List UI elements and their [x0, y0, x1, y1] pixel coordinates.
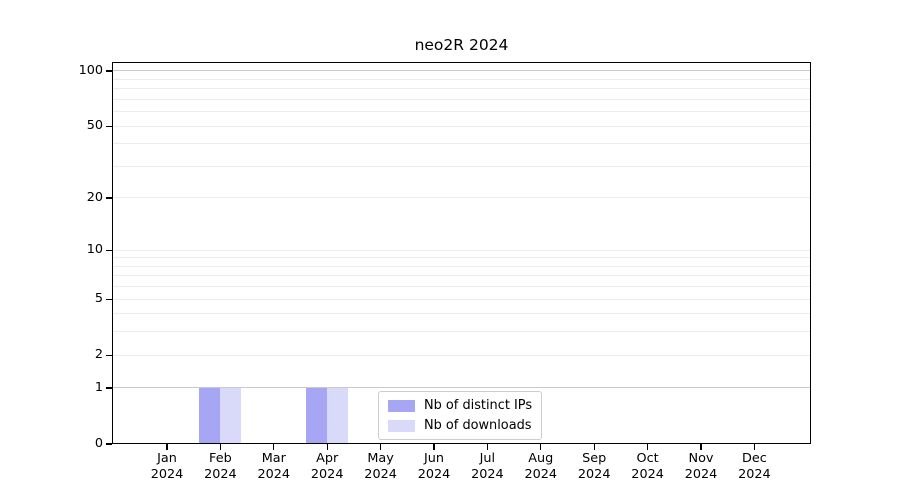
minor-gridline-50: [112, 125, 811, 127]
x-tick-month-jun: Jun: [424, 451, 444, 466]
x-tick-label-jul: Jul 2024: [455, 451, 519, 483]
y-tick-20: [106, 197, 112, 199]
bar-downloads-apr: [327, 387, 349, 444]
x-tick-jun: [433, 444, 435, 450]
x-tick-label-feb: Feb 2024: [188, 451, 252, 483]
major-gridline-100: [112, 70, 811, 72]
x-tick-year-oct: 2024: [631, 467, 664, 482]
minor-gridline-60: [112, 111, 811, 113]
x-tick-sep: [593, 444, 595, 450]
x-tick-label-nov: Nov 2024: [669, 451, 733, 483]
x-tick-may: [379, 444, 382, 450]
y-tick-50: [106, 125, 112, 127]
minor-gridline-90: [112, 78, 811, 80]
x-tick-label-sep: Sep 2024: [562, 451, 626, 483]
x-tick-year-may: 2024: [364, 467, 397, 482]
y-tick-1: [106, 387, 112, 389]
x-tick-month-may: May: [367, 451, 394, 466]
x-tick-label-dec: Dec 2024: [722, 451, 786, 483]
minor-gridline-5: [112, 298, 811, 300]
minor-gridline-80: [112, 88, 811, 90]
x-tick-month-jan: Jan: [157, 451, 177, 466]
minor-gridline-2: [112, 354, 811, 356]
x-tick-apr: [326, 444, 328, 450]
x-tick-month-aug: Aug: [528, 451, 554, 466]
y-tick-label-20: 20: [86, 189, 103, 205]
major-gridline-1: [112, 387, 811, 389]
y-tick-100: [106, 70, 112, 72]
minor-gridline-8: [112, 265, 811, 267]
x-tick-year-jun: 2024: [417, 467, 451, 482]
minor-gridline-6: [112, 286, 811, 288]
minor-gridline-40: [112, 143, 811, 145]
x-tick-year-mar: 2024: [257, 467, 291, 482]
legend: Nb of distinct IPs Nb of downloads: [378, 391, 543, 440]
y-tick-label-1: 1: [94, 379, 103, 395]
minor-gridline-3: [112, 331, 811, 333]
x-tick-month-dec: Dec: [742, 451, 767, 466]
x-tick-year-sep: 2024: [577, 467, 611, 482]
x-tick-nov: [700, 444, 702, 450]
chart-title: neo2R 2024: [414, 36, 509, 54]
x-tick-month-mar: Mar: [261, 451, 286, 466]
x-tick-label-apr: Apr 2024: [295, 451, 359, 483]
x-tick-label-mar: Mar 2024: [242, 451, 306, 483]
x-tick-year-jul: 2024: [471, 467, 504, 482]
x-tick-label-jun: Jun 2024: [402, 451, 466, 483]
x-tick-month-oct: Oct: [636, 451, 659, 466]
x-tick-month-feb: Feb: [209, 451, 232, 466]
y-tick-label-0: 0: [94, 436, 103, 451]
y-tick-5: [106, 298, 112, 300]
y-tick-10: [106, 249, 112, 251]
x-tick-jan: [166, 444, 168, 450]
x-tick-year-jan: 2024: [150, 467, 184, 482]
minor-gridline-30: [112, 165, 811, 167]
x-tick-label-jan: Jan 2024: [135, 451, 199, 483]
minor-gridline-7: [112, 275, 811, 277]
minor-gridline-9: [112, 257, 811, 259]
legend-label-distinct-ips: Nb of distinct IPs: [424, 398, 533, 413]
plot-area: [112, 62, 811, 444]
minor-gridline-10: [112, 249, 811, 251]
x-tick-month-nov: Nov: [688, 451, 714, 466]
y-tick-label-2: 2: [94, 347, 103, 363]
legend-swatch-distinct-ips: [388, 399, 415, 412]
x-tick-month-jul: Jul: [479, 451, 496, 466]
x-tick-oct: [646, 444, 649, 450]
legend-label-downloads: Nb of downloads: [424, 418, 532, 433]
minor-gridline-70: [112, 98, 811, 100]
x-tick-year-nov: 2024: [684, 467, 718, 482]
x-tick-year-aug: 2024: [524, 467, 558, 482]
x-tick-label-oct: Oct 2024: [616, 451, 680, 483]
y-tick-label-50: 50: [86, 118, 103, 134]
bar-distinct-ips-apr: [306, 387, 328, 444]
legend-item-downloads: Nb of downloads: [388, 418, 532, 433]
y-tick-0: [106, 443, 112, 445]
legend-swatch-downloads: [388, 419, 415, 432]
bar-distinct-ips-feb: [199, 387, 221, 444]
x-tick-year-feb: 2024: [204, 467, 237, 482]
y-tick-2: [106, 354, 112, 356]
legend-item-distinct-ips: Nb of distinct IPs: [388, 398, 532, 413]
x-tick-year-apr: 2024: [310, 467, 344, 482]
bar-downloads-feb: [220, 387, 242, 444]
x-tick-feb: [219, 444, 222, 450]
x-tick-aug: [540, 444, 542, 450]
y-tick-label-100: 100: [78, 62, 103, 78]
minor-gridline-20: [112, 197, 811, 199]
x-tick-mar: [273, 444, 275, 450]
minor-gridline-4: [112, 313, 811, 315]
x-tick-month-sep: Sep: [582, 451, 607, 466]
x-tick-month-apr: Apr: [316, 451, 339, 466]
x-tick-dec: [753, 444, 756, 450]
x-tick-label-may: May 2024: [349, 451, 413, 483]
y-tick-label-10: 10: [86, 242, 103, 258]
x-tick-year-dec: 2024: [738, 467, 771, 482]
x-tick-jul: [486, 444, 489, 450]
x-tick-label-aug: Aug 2024: [509, 451, 573, 483]
y-tick-label-5: 5: [94, 291, 103, 307]
